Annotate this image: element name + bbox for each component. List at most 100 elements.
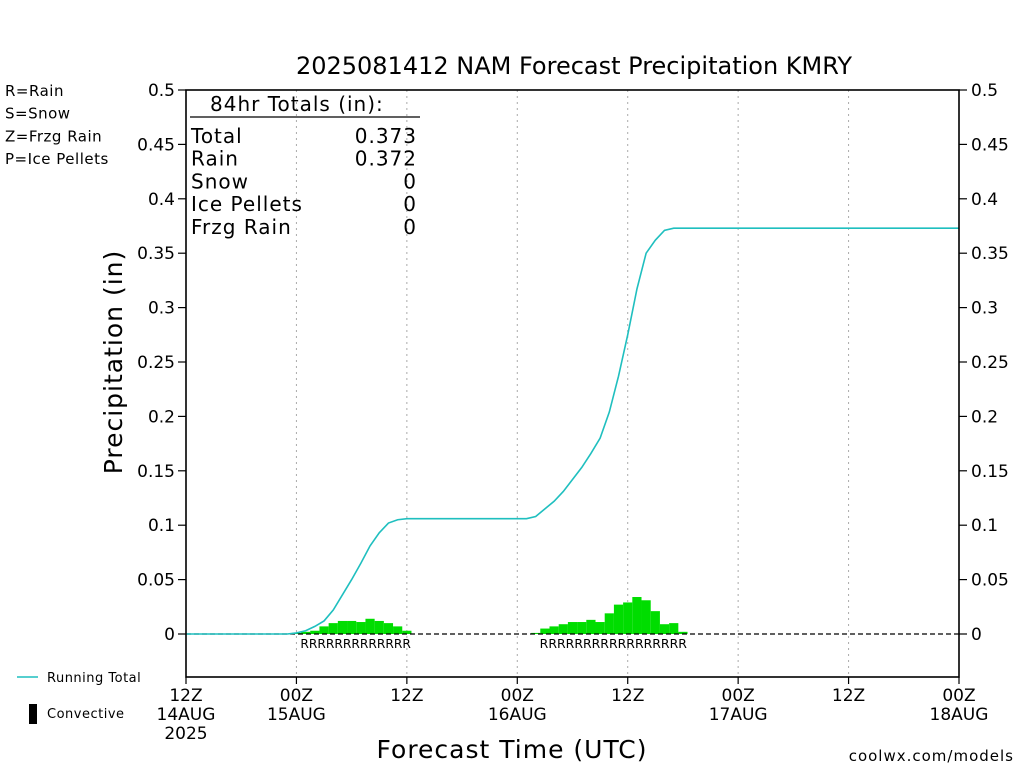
y-axis-label: Precipitation (in) (99, 250, 128, 475)
precip-bar (577, 622, 587, 634)
precip-bar (623, 602, 633, 634)
y-axis-right: 0 0.05 0.1 0.15 0.2 0.25 0.3 0.35 0.4 0.45 0.5 (959, 81, 1009, 645)
series-legend-label: Convective (47, 707, 125, 722)
type-legend-item: S=Snow (5, 105, 71, 123)
precip-bar (641, 600, 651, 634)
y-tick-label: 0.35 (137, 244, 175, 264)
totals-label: Ice Pellets (191, 192, 303, 216)
type-legend-item: R=Rain (5, 82, 64, 100)
series-legend: Running Total Convective (17, 671, 141, 724)
y-tick-label: 0.3 (148, 299, 175, 319)
totals-heading: 84hr Totals (in): (210, 92, 384, 116)
running-total-line (186, 227, 959, 635)
x-tick-year: 2025 (164, 724, 207, 744)
y-tick-label: 0.1 (971, 516, 998, 536)
precip-bar (337, 620, 348, 634)
x-tick-date: 17AUG (709, 705, 768, 725)
x-axis-label: Forecast Time (UTC) (377, 735, 648, 764)
grid-lines (295, 90, 850, 677)
y-tick-label: 0.2 (148, 407, 175, 427)
precip-bar (347, 620, 357, 634)
precip-bar (393, 626, 403, 634)
x-tick-label: 12Z (169, 686, 202, 706)
x-tick-label: 12Z (611, 686, 644, 706)
totals-box: 84hr Totals (in): Total 0.373 Rain 0.372 Sno… (190, 92, 420, 239)
precip-bar (549, 626, 559, 634)
precip-bar (356, 622, 366, 634)
y-tick-label: 0.4 (148, 190, 175, 210)
plot-frame (185, 89, 960, 678)
y-tick-label: 0.05 (137, 571, 175, 591)
type-legend-item: Z=Frzg Rain (5, 127, 102, 145)
precip-bar (567, 622, 578, 634)
type-legend-item: P=Ice Pellets (5, 150, 109, 168)
totals-value: 0 (403, 192, 417, 216)
totals-value: 0.372 (355, 147, 417, 171)
x-tick-label: 00Z (501, 686, 534, 706)
precip-bar (301, 631, 311, 634)
precip-bar (604, 613, 614, 634)
precip-bar (402, 630, 412, 634)
precip-bar (310, 630, 320, 634)
y-tick-label: 0.1 (148, 516, 175, 536)
y-tick-label: 0.25 (971, 353, 1009, 373)
y-tick-label: 0.45 (971, 135, 1009, 155)
y-tick-label: 0.5 (148, 81, 175, 101)
precip-bar (319, 626, 329, 634)
precip-bar (540, 628, 550, 634)
precip-bar (650, 611, 660, 634)
x-tick-label: 00Z (722, 686, 755, 706)
y-tick-label: 0.15 (137, 462, 175, 482)
x-tick-label: 00Z (280, 686, 313, 706)
precip-type-label: RRRRRRRRRRRRR (300, 637, 410, 651)
precip-bar (659, 624, 670, 634)
totals-label: Frzg Rain (191, 215, 292, 239)
x-tick-label: 12Z (832, 686, 865, 706)
series-legend-label: Running Total (47, 671, 141, 686)
y-tick-label: 0.15 (971, 462, 1009, 482)
x-tick-date: 14AUG (157, 705, 216, 725)
y-tick-label: 0.25 (137, 353, 175, 373)
precip-bar (632, 597, 642, 634)
precip-bar (328, 623, 338, 634)
x-tick-date: 16AUG (488, 705, 547, 725)
x-tick-label: 00Z (942, 686, 975, 706)
precip-bar (374, 620, 384, 634)
totals-value: 0 (403, 169, 417, 193)
precip-type-labels: RRRRRRRRRRRRR RRRRRRRRRRRRRRRRR (300, 637, 687, 651)
y-axis-left: 0 0.05 0.1 0.15 0.2 0.25 0.3 0.35 0.4 0.45 0.5 (137, 81, 186, 645)
y-tick-label: 0.45 (137, 135, 175, 155)
precip-bar (669, 623, 679, 634)
precip-bar (383, 623, 394, 634)
totals-value: 0 (403, 215, 417, 239)
chart-title: 2025081412 NAM Forecast Precipitation KM… (296, 52, 852, 80)
totals-label: Total (190, 124, 243, 148)
y-tick-label: 0.4 (971, 190, 998, 210)
precip-bar (613, 604, 624, 634)
y-tick-label: 0.05 (971, 571, 1009, 591)
precip-type-legend: R=Rain S=Snow Z=Frzg Rain P=Ice Pellets (5, 82, 109, 168)
precip-bars (291, 597, 688, 634)
precip-bar (678, 631, 688, 634)
y-tick-label: 0 (971, 625, 982, 645)
y-tick-label: 0.35 (971, 244, 1009, 264)
y-tick-label: 0.5 (971, 81, 998, 101)
x-tick-date: 15AUG (267, 705, 326, 725)
totals-label: Rain (191, 147, 239, 171)
totals-value: 0.373 (355, 124, 417, 148)
x-tick-label: 12Z (390, 686, 423, 706)
totals-label: Snow (191, 169, 249, 193)
precip-bar (365, 618, 375, 634)
x-tick-date: 18AUG (930, 705, 989, 725)
precip-bar (595, 622, 605, 634)
precip-bar (531, 632, 541, 634)
precip-type-label: RRRRRRRRRRRRRRRRR (540, 637, 687, 651)
convective-legend-swatch (29, 704, 37, 724)
y-tick-label: 0.3 (971, 299, 998, 319)
precip-bar (586, 619, 596, 634)
precip-bar (558, 624, 568, 634)
y-tick-label: 0 (164, 625, 175, 645)
credit-text: coolwx.com/models (849, 747, 1014, 765)
